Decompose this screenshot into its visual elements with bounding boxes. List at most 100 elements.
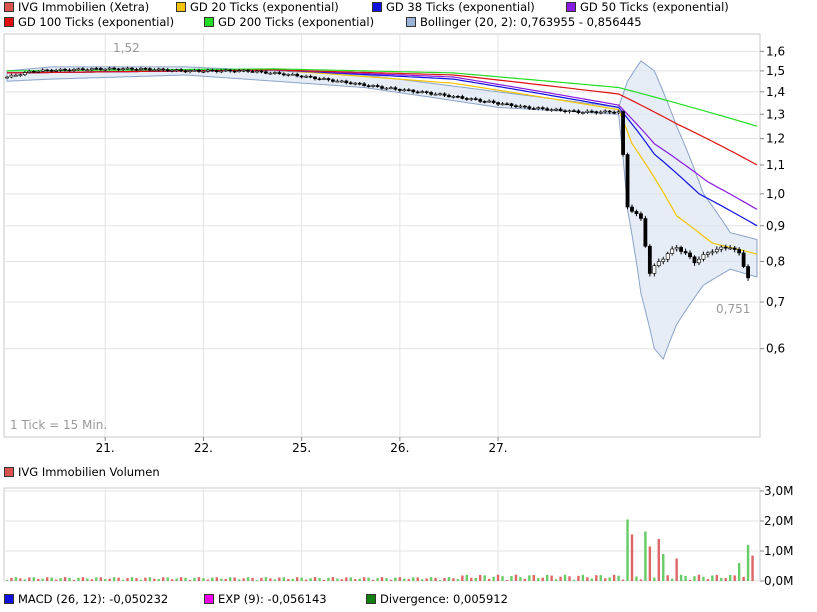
candle-body bbox=[112, 67, 117, 70]
candle-body bbox=[665, 253, 670, 260]
candle-body bbox=[607, 110, 612, 113]
candle-body bbox=[652, 265, 657, 274]
volume-bar bbox=[541, 577, 544, 581]
legend-item-gd20: GD 20 Ticks (exponential) bbox=[172, 0, 339, 14]
volume-bar bbox=[188, 579, 192, 581]
legend-item-bollinger: Bollinger (20, 2): 0,763955 - 0,856445 bbox=[402, 15, 642, 29]
candle-body bbox=[697, 258, 701, 264]
volume-bar bbox=[345, 577, 348, 581]
volume-bar bbox=[376, 578, 379, 581]
candle-body bbox=[170, 69, 175, 72]
volume-bar bbox=[99, 577, 102, 581]
candle-body bbox=[255, 70, 259, 73]
candle-body bbox=[719, 246, 724, 250]
candle-body bbox=[45, 69, 50, 72]
legend-swatch bbox=[372, 2, 382, 12]
legend-swatch bbox=[204, 594, 214, 604]
volume-bar bbox=[684, 575, 687, 581]
volume-bar bbox=[657, 539, 660, 581]
candle-body bbox=[330, 79, 335, 82]
candle-body bbox=[621, 111, 625, 155]
volume-bar bbox=[670, 578, 674, 581]
candle-body bbox=[406, 89, 411, 92]
candle-body bbox=[692, 256, 697, 264]
candle-body bbox=[625, 154, 630, 208]
price-x-tick-label: 27. bbox=[489, 441, 508, 455]
candle-body bbox=[442, 93, 447, 96]
price-y-tick-label: 1,0 bbox=[766, 187, 785, 201]
volume-bar bbox=[63, 577, 67, 581]
candle-body bbox=[647, 245, 652, 274]
candle-body bbox=[147, 68, 152, 71]
candle-body bbox=[527, 106, 532, 109]
volume-bar bbox=[291, 578, 294, 581]
candle-body bbox=[94, 68, 99, 70]
candle-body bbox=[438, 93, 442, 96]
volume-bar bbox=[41, 578, 44, 581]
volume-bar bbox=[487, 578, 491, 581]
volume-bar bbox=[220, 578, 223, 581]
volume-bar bbox=[706, 579, 710, 581]
volume-bar bbox=[322, 579, 326, 581]
price-x-axis: 21. 22. 25. 26. 27. bbox=[96, 437, 508, 455]
volume-bar bbox=[425, 578, 428, 581]
price-x-tick-label: 26. bbox=[390, 441, 409, 455]
candle-body bbox=[429, 92, 434, 95]
candle-body bbox=[536, 107, 541, 109]
volume-bar bbox=[193, 577, 196, 581]
volume-bar bbox=[693, 576, 696, 581]
volume-bar bbox=[737, 563, 741, 581]
volume-bar bbox=[380, 577, 384, 581]
volume-bar bbox=[617, 575, 620, 581]
price-y-tick-label: 1,1 bbox=[766, 158, 785, 172]
volume-bar bbox=[729, 574, 732, 581]
moving-average-line bbox=[7, 69, 758, 166]
volume-bar bbox=[367, 577, 370, 581]
volume-bar bbox=[10, 577, 13, 581]
volume-bar bbox=[545, 574, 549, 581]
candle-body bbox=[482, 101, 487, 103]
volume-bar bbox=[470, 577, 473, 581]
volume-bar bbox=[389, 579, 393, 581]
volume-bar bbox=[514, 574, 518, 581]
volume-bar bbox=[255, 580, 259, 581]
candle-body bbox=[598, 111, 603, 114]
candle-body bbox=[362, 83, 367, 86]
candle-body bbox=[183, 70, 188, 73]
candle-body bbox=[710, 251, 715, 254]
volume-bar bbox=[452, 578, 455, 581]
volume-bar bbox=[121, 579, 125, 581]
candle-body bbox=[643, 218, 648, 247]
legend-swatch bbox=[406, 17, 416, 27]
candle-body bbox=[393, 87, 398, 90]
candle-body bbox=[14, 74, 18, 77]
candle-body bbox=[67, 69, 72, 72]
candle-body bbox=[500, 103, 505, 106]
candle-body bbox=[478, 99, 483, 102]
volume-bar bbox=[711, 575, 714, 581]
volume-bar bbox=[264, 577, 268, 581]
legend-item-ivg: IVG Immobilien (Xetra) bbox=[0, 0, 149, 14]
candle-body bbox=[201, 71, 206, 73]
volume-bar bbox=[179, 577, 183, 581]
volume-bar bbox=[166, 577, 169, 581]
candle-body bbox=[103, 68, 108, 71]
volume-bar bbox=[318, 577, 321, 581]
legend-top: IVG Immobilien (Xetra) GD 20 Ticks (expo… bbox=[0, 0, 817, 29]
candle-body bbox=[375, 85, 380, 87]
volume-bar bbox=[358, 578, 361, 581]
candle-body bbox=[210, 69, 215, 72]
volume-bar bbox=[501, 576, 504, 581]
volume-bar bbox=[751, 555, 754, 581]
volume-bar bbox=[242, 578, 245, 581]
candle-body bbox=[335, 80, 340, 83]
volume-bar bbox=[429, 577, 433, 581]
volume-bar bbox=[724, 577, 727, 581]
volume-bar bbox=[59, 578, 62, 581]
tick-interval-note: 1 Tick = 15 Min. bbox=[10, 418, 107, 432]
candle-body bbox=[121, 68, 125, 71]
legend-label: Bollinger (20, 2): 0,763955 - 0,856445 bbox=[420, 15, 642, 29]
price-y-tick-label: 1,4 bbox=[766, 85, 785, 99]
candle-body bbox=[286, 74, 291, 76]
candle-body bbox=[237, 70, 242, 72]
